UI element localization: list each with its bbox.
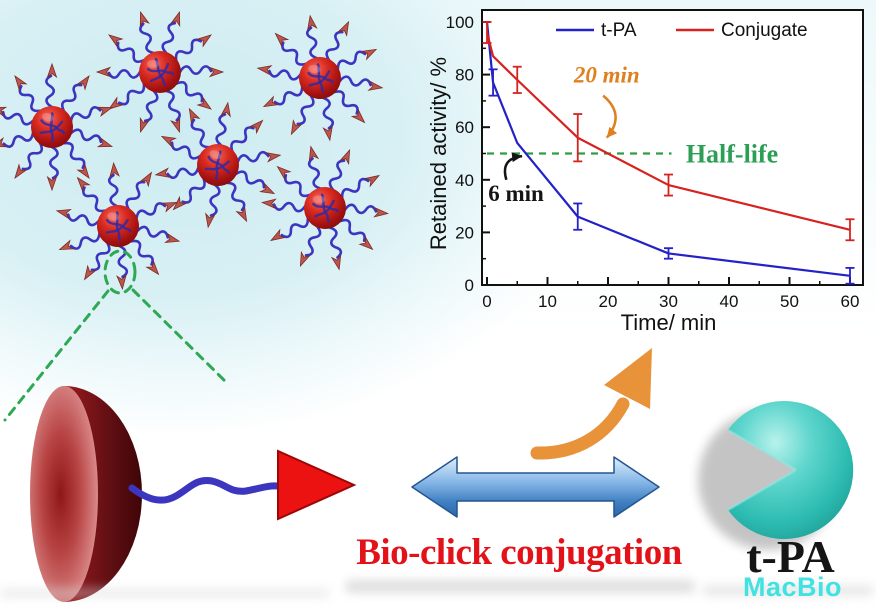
svg-text:20: 20 — [455, 223, 474, 242]
conjugation-caption: Bio-click conjugation — [356, 532, 682, 573]
polymer-linker — [128, 476, 282, 504]
svg-text:80: 80 — [455, 66, 474, 85]
svg-text:20: 20 — [599, 292, 618, 311]
micelle-hemisphere — [30, 386, 142, 602]
tpa-pacman — [698, 401, 854, 550]
svg-text:60: 60 — [455, 118, 474, 137]
nanoparticle — [257, 141, 393, 275]
nanoparticle — [0, 49, 131, 205]
activity-chart-svg: 0 10 20 30 40 50 60 0 20 40 60 80 100 t-PA Conjugate 20… — [426, 9, 864, 335]
svg-text:40: 40 — [720, 292, 739, 311]
watermark-smear — [702, 585, 874, 596]
nanoparticle — [97, 10, 223, 133]
svg-text:60: 60 — [841, 292, 860, 311]
svg-text:0: 0 — [465, 276, 474, 295]
exchange-double-arrow — [411, 456, 660, 518]
nanoparticle — [134, 81, 302, 248]
svg-text:20 min: 20 min — [573, 63, 640, 88]
magnifier-callout — [3, 249, 228, 422]
svg-text:40: 40 — [455, 171, 474, 190]
nanoparticle-cluster — [0, 7, 393, 301]
svg-text:t-PA: t-PA — [601, 20, 637, 41]
watermark-smear — [0, 588, 330, 598]
nanoparticle — [248, 7, 392, 149]
svg-text:100: 100 — [446, 13, 474, 32]
tpa-caption: t-PA — [746, 531, 835, 582]
alkyne-triangle — [277, 449, 357, 521]
svg-text:Half-life: Half-life — [686, 140, 778, 169]
watermark-label: MacBio — [742, 572, 843, 602]
svg-text:50: 50 — [780, 292, 799, 311]
nanoparticle — [42, 151, 194, 301]
svg-text:Conjugate: Conjugate — [721, 20, 808, 41]
svg-text:Retained activity/ %: Retained activity/ % — [430, 57, 451, 250]
svg-text:Time/ min: Time/ min — [621, 310, 717, 335]
watermark-smear — [345, 580, 695, 593]
activity-chart: 0 10 20 30 40 50 60 0 20 40 60 80 100 t-PA Conjugate 20… — [426, 0, 876, 345]
svg-text:10: 10 — [538, 292, 557, 311]
svg-text:30: 30 — [659, 292, 678, 311]
svg-text:6 min: 6 min — [488, 181, 544, 206]
svg-text:0: 0 — [482, 292, 491, 311]
uplift-curved-arrow — [530, 348, 652, 460]
